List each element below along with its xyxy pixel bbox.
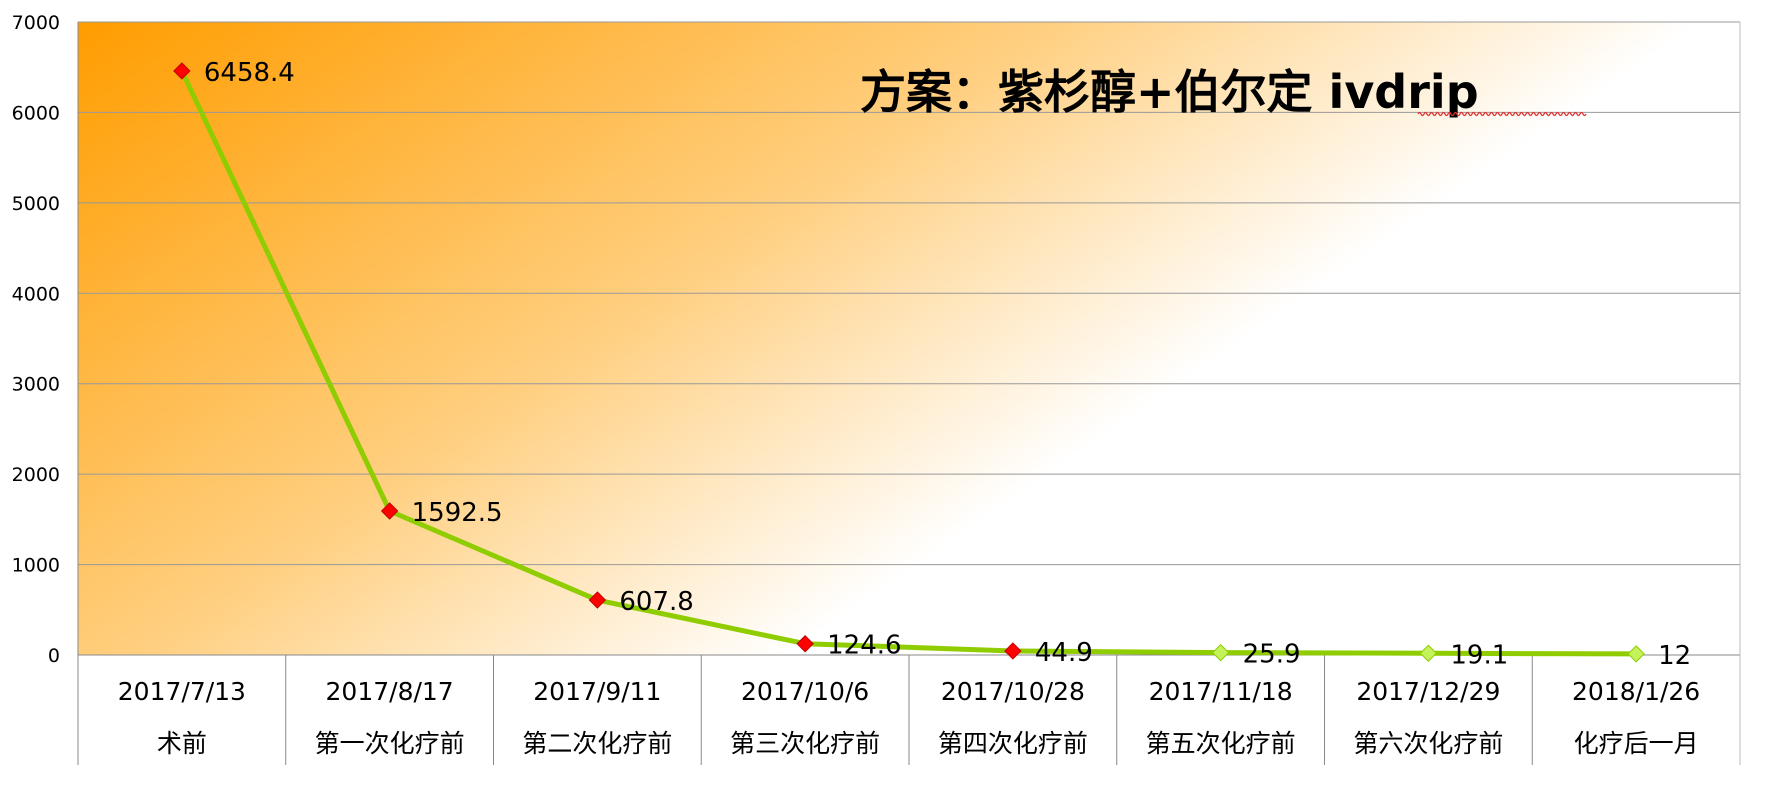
data-series xyxy=(179,68,1639,657)
data-point-marker xyxy=(173,62,191,80)
data-value-label: 1592.5 xyxy=(412,498,503,528)
x-axis-category-labels: 2017/7/13 术前 2017/8/17 第一次化疗前 2017/9/11 第二次化疗… xyxy=(118,677,1700,758)
data-point-marker xyxy=(1627,645,1645,663)
x-category-date: 2017/11/18 xyxy=(1149,677,1293,706)
x-category-stage: 第二次化疗前 xyxy=(522,729,672,758)
y-axis-tick-labels: 0 1000 2000 3000 4000 5000 6000 7000 xyxy=(12,12,60,667)
gridlines xyxy=(78,21,1740,566)
data-point-marker xyxy=(796,635,814,653)
x-category-stage: 化疗后一月 xyxy=(1574,729,1699,758)
data-value-label: 124.6 xyxy=(827,631,901,661)
x-category-date: 2017/10/28 xyxy=(941,677,1085,706)
data-value-label: 19.1 xyxy=(1450,640,1508,670)
y-tick-label: 4000 xyxy=(12,283,60,305)
y-tick-label: 7000 xyxy=(12,12,60,34)
data-point-marker xyxy=(1004,642,1022,660)
y-tick-label: 0 xyxy=(48,645,60,667)
x-category-stage: 第三次化疗前 xyxy=(730,729,880,758)
y-tick-label: 2000 xyxy=(12,464,60,486)
data-point-marker xyxy=(1419,644,1438,662)
data-value-label: 44.9 xyxy=(1035,638,1093,668)
data-value-label: 6458.4 xyxy=(204,58,295,88)
y-tick-label: 5000 xyxy=(12,193,60,215)
x-category-stage: 第一次化疗前 xyxy=(315,729,465,758)
plot-area-background xyxy=(78,22,1740,655)
x-category-date: 2018/1/26 xyxy=(1572,677,1700,706)
y-tick-label: 1000 xyxy=(12,555,60,577)
data-value-label: 607.8 xyxy=(619,587,693,617)
x-category-date: 2017/10/6 xyxy=(741,677,869,706)
y-tick-label: 6000 xyxy=(12,102,60,124)
data-point-marker xyxy=(380,502,399,520)
data-labels: 6458.4 1592.5 607.8 124.6 44.9 25.9 19.1 12 xyxy=(204,58,1691,671)
data-value-label: 12 xyxy=(1658,641,1691,671)
data-markers xyxy=(173,62,1645,663)
data-value-label: 25.9 xyxy=(1243,640,1301,670)
series-line xyxy=(179,68,1639,657)
x-category-date: 2017/12/29 xyxy=(1356,677,1500,706)
y-tick-label: 3000 xyxy=(12,374,60,396)
x-category-stage: 第六次化疗前 xyxy=(1353,729,1503,758)
spellcheck-underline xyxy=(1417,111,1587,117)
x-category-date: 2017/8/17 xyxy=(326,677,454,706)
x-category-stage: 第四次化疗前 xyxy=(938,729,1088,758)
chart-title: 方案：紫杉醇+伯尔定 ivdrip xyxy=(860,65,1479,119)
x-category-date: 2017/7/13 xyxy=(118,677,246,706)
data-point-marker xyxy=(1211,643,1230,662)
x-category-stage: 术前 xyxy=(157,729,207,758)
x-category-date: 2017/9/11 xyxy=(533,677,661,706)
data-point-marker xyxy=(588,591,607,609)
x-category-stage: 第五次化疗前 xyxy=(1146,729,1296,758)
